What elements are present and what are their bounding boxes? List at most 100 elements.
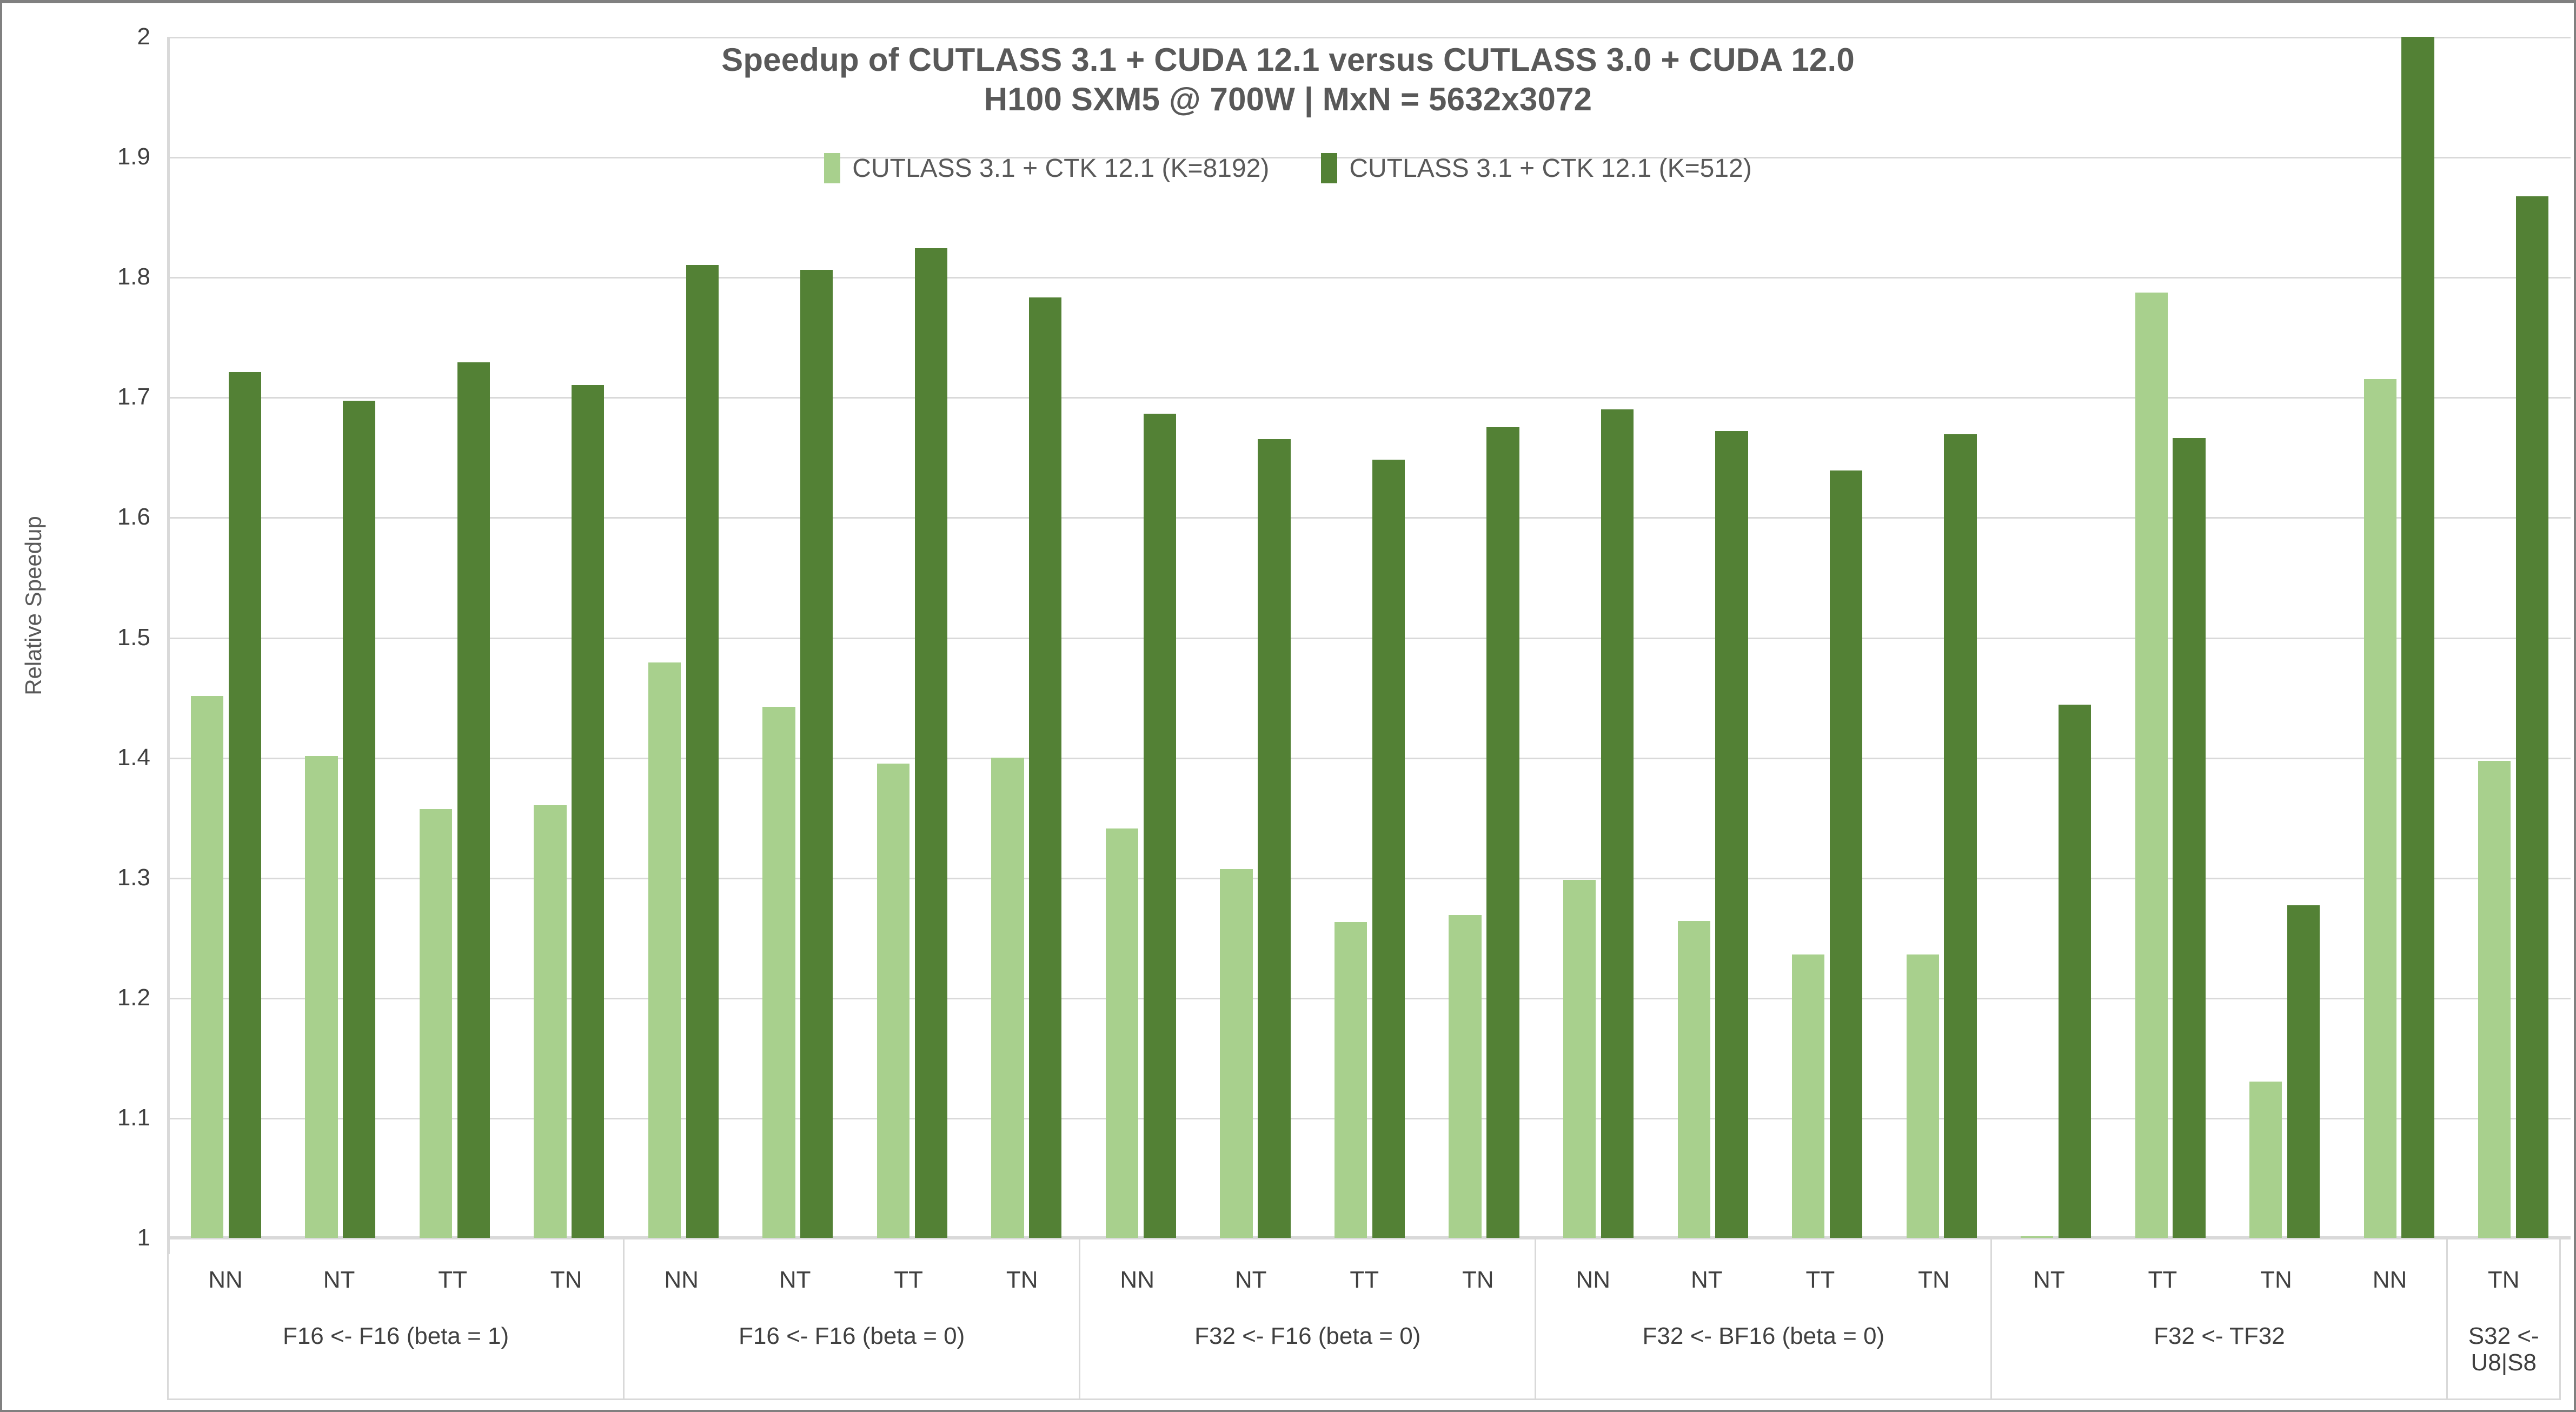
x-axis-group: NN NT TT TN F16 <- F16 (beta = 0) <box>623 1239 1081 1400</box>
x-axis-group: NT TT TN NN F32 <- TF32 <box>1990 1239 2448 1400</box>
x-axis-subcategory-label: NN <box>208 1267 243 1293</box>
x-axis-group-label: F32 <- TF32 <box>2154 1323 2285 1349</box>
x-axis-subcategory-label: TN <box>2260 1267 2292 1293</box>
bar-k8192 <box>2135 293 2168 1238</box>
y-axis-tick-label: 1.8 <box>117 263 150 290</box>
x-axis-group-label: F16 <- F16 (beta = 0) <box>739 1323 965 1349</box>
x-axis-line <box>169 1236 2571 1239</box>
gridline <box>169 1117 2571 1119</box>
x-axis-subcategory-row: NN NT TT TN <box>625 1239 1079 1321</box>
bar-k8192 <box>1906 954 1939 1238</box>
y-axis-tick-label: 1.1 <box>117 1104 150 1131</box>
x-axis-group: NN NT TT TN F32 <- BF16 (beta = 0) <box>1535 1239 1993 1400</box>
bar-k8192 <box>2478 761 2511 1238</box>
bar-k8192 <box>1105 828 1139 1238</box>
x-axis-category-labels: NN NT TT TN F16 <- F16 (beta = 1) NN NT TT TN F16… <box>167 1239 2571 1400</box>
bar-k512 <box>1258 439 1291 1238</box>
bar-k512 <box>572 385 605 1238</box>
x-axis-subcategory-label: TN <box>2487 1267 2520 1293</box>
bar-k8192 <box>1220 869 1253 1238</box>
x-axis-subcategory-row: TN <box>2448 1239 2559 1321</box>
x-axis-subcategory-label: TN <box>1006 1267 1038 1293</box>
gridline <box>169 877 2571 879</box>
bar-k512 <box>2401 37 2434 1238</box>
y-axis-tick-label: 1.5 <box>117 624 150 651</box>
bar-k512 <box>1143 414 1176 1238</box>
bar-k8192 <box>1334 922 1367 1238</box>
bar-k512 <box>1601 409 1634 1238</box>
bar-k512 <box>1715 430 1748 1238</box>
gridline <box>169 997 2571 999</box>
x-axis-group-label: S32 <- U8|S8 <box>2468 1323 2539 1376</box>
x-axis-group: NN NT TT TN F16 <- F16 (beta = 1) <box>167 1239 625 1400</box>
x-axis-subcategory-label: TN <box>1918 1267 1950 1293</box>
x-axis-subcategory-label: TT <box>438 1267 467 1293</box>
legend-entry[interactable]: CUTLASS 3.1 + CTK 12.1 (K=512) <box>1321 153 1752 183</box>
x-axis-subcategory-label: TN <box>1462 1267 1494 1293</box>
x-axis-subcategory-label: TN <box>550 1267 582 1293</box>
x-axis-subcategory-row: NN NT TT TN <box>1080 1239 1535 1321</box>
x-axis-group: NN NT TT TN F32 <- F16 (beta = 0) <box>1079 1239 1537 1400</box>
x-axis-subcategory-label: NT <box>323 1267 355 1293</box>
bar-k512 <box>343 400 376 1238</box>
x-axis-subcategory-label: NT <box>1234 1267 1267 1293</box>
x-axis-subcategory-label: NN <box>1576 1267 1611 1293</box>
x-axis-subcategory-label: TT <box>894 1267 924 1293</box>
y-axis-tick-label: 1.6 <box>117 503 150 531</box>
legend-swatch-icon <box>1321 153 1338 183</box>
x-axis-subcategory-row: NN NT TT TN <box>169 1239 623 1321</box>
bar-k8192 <box>1449 914 1482 1238</box>
y-axis-tick-label: 1.9 <box>117 143 150 170</box>
bar-k512 <box>686 265 719 1238</box>
x-axis-group-label: F32 <- BF16 (beta = 0) <box>1642 1323 1885 1349</box>
bar-k8192 <box>648 662 681 1238</box>
gridline <box>169 157 2571 159</box>
bar-k512 <box>1372 459 1405 1238</box>
gridline <box>169 277 2571 279</box>
bar-k512 <box>457 362 490 1238</box>
bar-k8192 <box>877 763 910 1238</box>
bar-k8192 <box>305 756 338 1238</box>
y-axis-tick-label: 1.4 <box>117 744 150 771</box>
y-axis-tick-label: 1 <box>137 1224 150 1251</box>
chart-legend: CUTLASS 3.1 + CTK 12.1 (K=8192) CUTLASS 3… <box>2 153 2574 183</box>
bar-k8192 <box>2021 1236 2054 1238</box>
gridline <box>169 517 2571 519</box>
x-axis-subcategory-row: NN NT TT TN <box>1536 1239 1990 1321</box>
bar-k8192 <box>2363 379 2396 1238</box>
x-axis-subcategory-label: TT <box>2148 1267 2177 1293</box>
y-axis-tick-labels: 2 1.9 1.8 1.7 1.6 1.5 1.4 1.3 1.2 1.1 1 <box>2 3 164 1412</box>
x-axis-group-label: F32 <- F16 (beta = 0) <box>1194 1323 1421 1349</box>
x-axis-subcategory-label: TT <box>1350 1267 1379 1293</box>
bar-k8192 <box>190 696 223 1238</box>
bars-layer <box>169 37 2571 1238</box>
x-axis-subcategory-row: NT TT TN NN <box>1992 1239 2446 1321</box>
bar-k8192 <box>1677 920 1710 1238</box>
bar-k512 <box>2173 437 2206 1238</box>
x-axis-subcategory-label: NN <box>664 1267 699 1293</box>
x-axis-subcategory-label: NT <box>779 1267 811 1293</box>
bar-k8192 <box>762 707 795 1238</box>
bar-k512 <box>228 372 261 1238</box>
bar-k512 <box>2058 704 2092 1238</box>
legend-entry[interactable]: CUTLASS 3.1 + CTK 12.1 (K=8192) <box>824 153 1269 183</box>
gridline <box>169 397 2571 399</box>
bar-k8192 <box>1792 954 1825 1238</box>
legend-label: CUTLASS 3.1 + CTK 12.1 (K=8192) <box>852 154 1270 183</box>
gridline <box>169 637 2571 639</box>
legend-label: CUTLASS 3.1 + CTK 12.1 (K=512) <box>1349 154 1752 183</box>
bar-k512 <box>1829 470 1863 1238</box>
x-axis-group-label: F16 <- F16 (beta = 1) <box>282 1323 509 1349</box>
bar-k8192 <box>1563 880 1596 1238</box>
bar-k8192 <box>991 757 1024 1238</box>
gridline <box>169 757 2571 759</box>
bar-k512 <box>2287 905 2320 1238</box>
bar-k512 <box>1029 297 1062 1238</box>
x-axis-subcategory-label: NT <box>1691 1267 1723 1293</box>
x-axis-subcategory-label: NN <box>1120 1267 1154 1293</box>
bar-k8192 <box>419 809 453 1238</box>
gridline <box>169 37 2571 38</box>
y-axis-tick-label: 1.7 <box>117 383 150 410</box>
bar-k8192 <box>534 805 567 1238</box>
